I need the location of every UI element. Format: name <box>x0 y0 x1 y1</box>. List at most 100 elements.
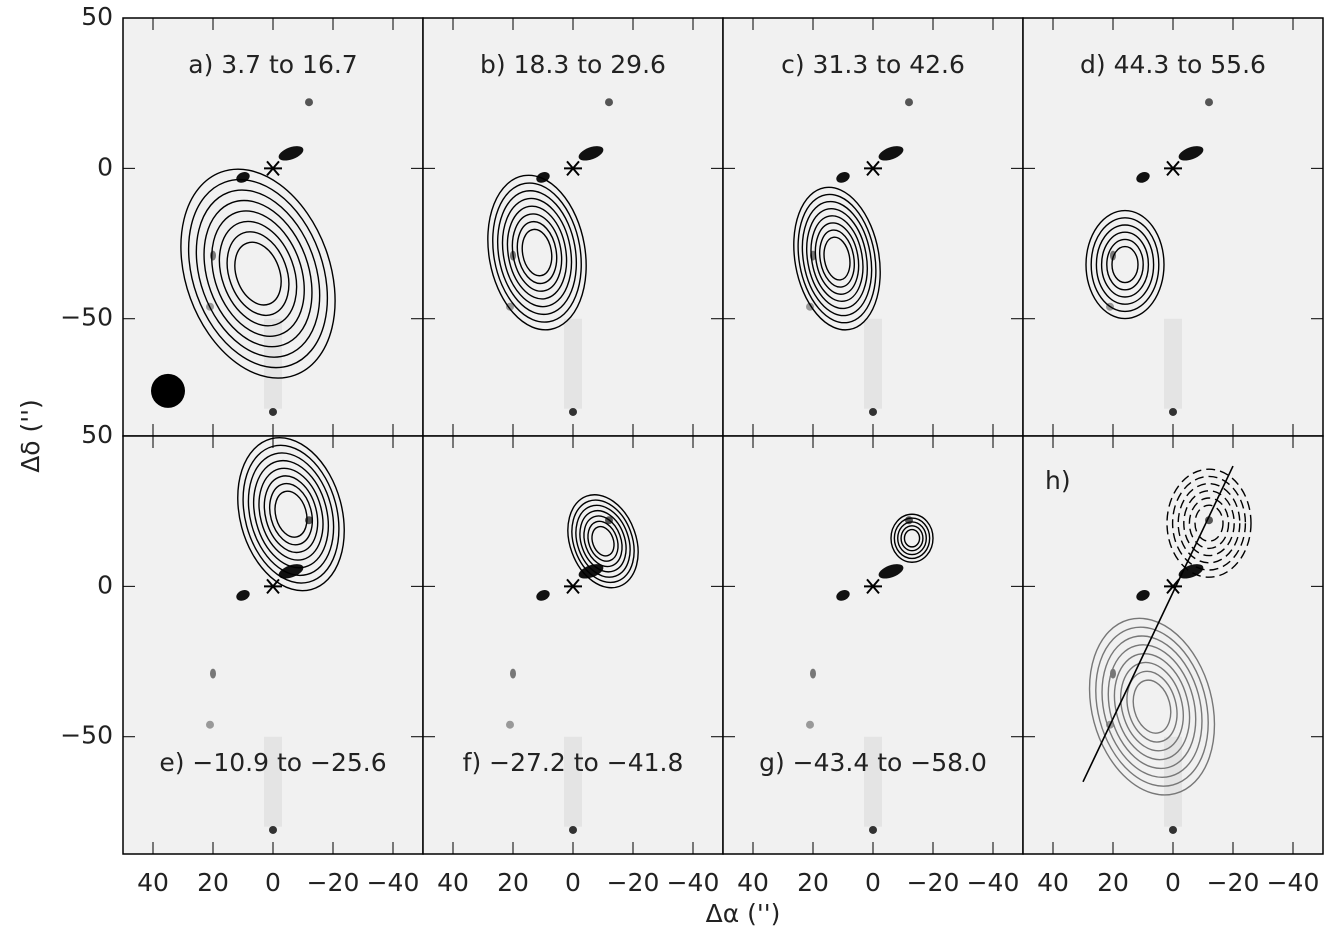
panel: f) −27.2 to −41.8 40 20 0 −20 −40 <box>422 435 724 897</box>
panel-label: a) 3.7 to 16.7 <box>188 50 357 79</box>
contour <box>903 528 921 548</box>
jet-emission <box>1164 318 1182 409</box>
contour <box>819 229 855 288</box>
source <box>569 825 577 834</box>
contour <box>567 494 639 589</box>
source <box>806 720 814 729</box>
source <box>278 146 304 161</box>
x-tick-label: 20 <box>797 868 829 897</box>
contour <box>269 482 313 546</box>
x-tick-label: −40 <box>967 868 1020 897</box>
panel-label: e) −10.9 to −25.6 <box>159 748 386 777</box>
panel: d) 44.3 to 55.6 <box>1022 17 1324 437</box>
x-tick-label: −20 <box>907 868 960 897</box>
contour <box>218 220 298 327</box>
panel-label: h) <box>1045 466 1071 495</box>
source <box>1178 146 1204 161</box>
panel-content <box>1082 465 1252 834</box>
y-tick-label: −50 <box>60 303 113 332</box>
x-tick-label: 20 <box>497 868 529 897</box>
y-tick-label: 50 <box>81 2 113 31</box>
contour <box>1107 644 1197 770</box>
source <box>905 98 913 107</box>
star-marker <box>864 160 882 177</box>
contour <box>1120 661 1184 752</box>
source <box>210 250 216 261</box>
contour <box>579 509 627 573</box>
star-marker <box>564 160 582 177</box>
source <box>506 720 514 729</box>
contour <box>801 200 873 317</box>
source <box>1169 825 1177 834</box>
source <box>269 407 277 416</box>
x-tick-label: 20 <box>197 868 229 897</box>
source <box>836 171 850 183</box>
x-tick-label: −20 <box>1207 868 1260 897</box>
panel-label: d) 44.3 to 55.6 <box>1080 50 1266 79</box>
source <box>269 825 277 834</box>
x-tick-label: 40 <box>437 868 469 897</box>
x-tick-label: 40 <box>737 868 769 897</box>
contour <box>1132 679 1172 734</box>
contour <box>203 199 313 348</box>
source <box>536 589 550 601</box>
contour <box>1113 652 1191 761</box>
contour <box>893 517 931 560</box>
contour <box>890 513 934 563</box>
contour <box>1111 245 1139 284</box>
panel-content <box>206 436 345 834</box>
contour <box>1171 475 1247 571</box>
jet-emission <box>864 736 882 827</box>
source <box>1169 407 1177 416</box>
contour <box>496 190 578 316</box>
contour <box>247 452 335 577</box>
contour <box>587 520 619 562</box>
panel: e) −10.9 to −25.6 40 20 0 −20 −40 50 0 −50 <box>60 420 424 897</box>
jet-emission <box>564 736 582 827</box>
contour <box>1095 224 1155 305</box>
star-marker <box>864 578 882 595</box>
jet-emission <box>264 318 282 409</box>
jet-emission <box>864 318 882 409</box>
source <box>506 302 514 311</box>
contour <box>253 459 329 569</box>
contour <box>521 228 553 277</box>
y-tick-label: 0 <box>97 570 113 599</box>
x-tick-label: −40 <box>1267 868 1320 897</box>
contour <box>591 525 615 557</box>
contour <box>506 205 568 300</box>
contour <box>823 236 851 281</box>
source <box>206 720 214 729</box>
star-marker <box>564 578 582 595</box>
contour <box>806 207 868 310</box>
contour <box>575 504 631 578</box>
star-marker <box>264 160 282 177</box>
contour <box>1166 468 1252 578</box>
contour <box>180 168 336 379</box>
star-marker <box>1164 578 1182 595</box>
contour <box>1085 209 1165 320</box>
panel: h) 40 20 0 −20 −40 <box>1022 435 1324 897</box>
jet-emission <box>1164 736 1182 827</box>
x-tick-label: 40 <box>1037 868 1069 897</box>
panel-label: g) −43.4 to −58.0 <box>759 748 987 777</box>
panel-label: c) 31.3 to 42.6 <box>781 50 965 79</box>
contour <box>211 210 305 337</box>
contour <box>274 490 308 538</box>
source <box>1136 589 1150 601</box>
x-tick-label: 0 <box>1165 868 1181 897</box>
star-marker <box>264 578 282 595</box>
y-tick-label: 50 <box>81 420 113 449</box>
source <box>878 146 904 161</box>
contour <box>1177 482 1241 564</box>
x-tick-label: −20 <box>307 868 360 897</box>
contour <box>187 178 329 369</box>
contour <box>263 475 319 554</box>
contour <box>234 241 282 306</box>
contour <box>1090 217 1160 313</box>
panel-content <box>151 98 336 416</box>
contour <box>797 193 877 324</box>
x-tick-label: 0 <box>565 868 581 897</box>
panel-content <box>806 513 934 834</box>
